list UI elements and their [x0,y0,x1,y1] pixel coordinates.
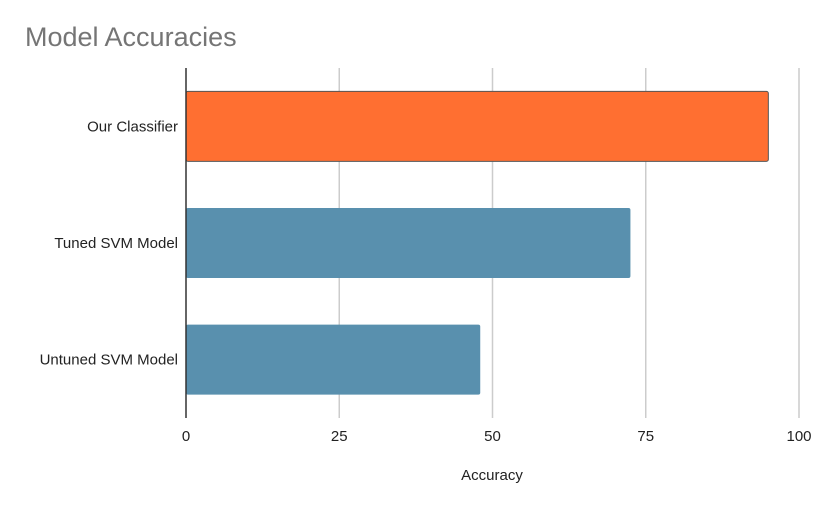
x-tick-label: 50 [484,428,501,445]
category-label: Untuned SVM Model [40,352,178,369]
x-tick-label: 100 [786,428,811,445]
category-label: Tuned SVM Model [54,235,178,252]
x-tick-labels: 0 25 50 75 100 [182,428,812,445]
bar-tuned-svm-model [186,208,631,278]
bar-our-classifier [185,90,769,162]
x-tick-label: 0 [182,428,190,445]
x-tick-label: 25 [331,428,348,445]
category-label: Our Classifier [87,118,178,135]
x-axis-title: Accuracy [461,467,523,484]
bars [185,90,769,395]
category-labels: Our Classifier Tuned SVM Model Untuned SVM… [40,118,178,368]
chart-title: Model Accuracies [25,22,237,52]
bar-untuned-svm-model [186,324,481,395]
x-tick-label: 75 [637,428,654,445]
